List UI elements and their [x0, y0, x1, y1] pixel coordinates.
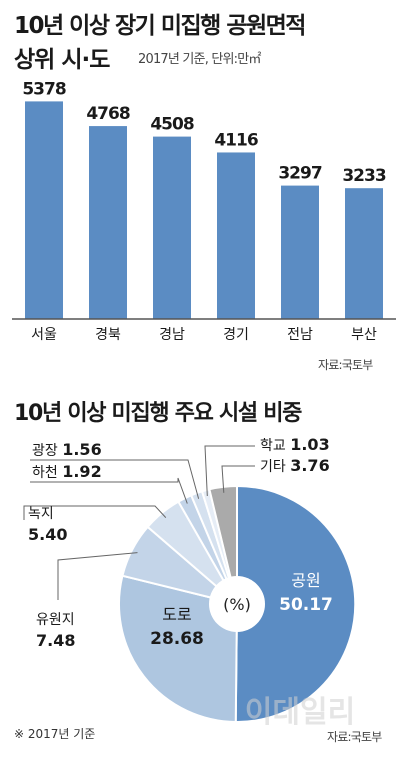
chart-title-line2: 상위 시·도: [14, 47, 110, 73]
category-label: 부산: [351, 327, 377, 343]
bar-서울: [25, 101, 63, 319]
leader-line: [23, 505, 167, 520]
category-label: 서울: [31, 327, 57, 343]
bar-value-label: 3297: [278, 164, 321, 184]
pie-callout-label: 학교 1.03: [260, 435, 330, 454]
chart-title-line1: 10년 이상 장기 미집행 공원면적: [14, 13, 306, 39]
pie-title: 10년 이상 미집행 주요 시설 비중: [14, 401, 302, 426]
pie-callout-label: 녹지: [28, 506, 54, 522]
bar-value-label: 4116: [214, 130, 257, 150]
bar-부산: [345, 188, 383, 319]
pie-slice-name: 도로: [162, 605, 191, 624]
bar-경기: [217, 152, 255, 319]
pie-chart: (%) 공원 50.17 도로 28.68: [118, 484, 357, 724]
watermark: 이데일리: [245, 695, 355, 730]
bar-전남: [281, 185, 319, 319]
bar-value-label: 4768: [86, 104, 129, 124]
category-label: 경북: [95, 327, 121, 343]
pie-slice-value: 28.68: [150, 629, 204, 649]
pie-callout-value: 7.48: [36, 631, 75, 650]
chart-subtitle: 2017년 기준, 단위:만㎡: [138, 52, 261, 67]
bar-source: 자료:국토부: [318, 358, 373, 372]
pie-callouts: 광장 1.56 하천 1.92 녹지 5.40 유원지 7.48 학교 1.03 기타 3.7…: [23, 435, 330, 650]
category-label: 경남: [159, 327, 185, 343]
bar-value-label: 4508: [150, 115, 193, 135]
bar-value-label: 3233: [342, 166, 385, 186]
pie-slice-도로: [118, 574, 239, 724]
pie-callout-label: 기타 3.76: [260, 456, 330, 475]
footnote: ※ 2017년 기준: [14, 727, 96, 741]
pie-slice-공원: [234, 484, 357, 723]
bar-경남: [153, 136, 191, 319]
pie-source: 자료:국토부: [327, 730, 382, 744]
leader-line: [57, 552, 138, 600]
leader-line: [30, 477, 188, 504]
pie-slice-value: 50.17: [279, 595, 333, 615]
pie-center-label: (%): [223, 595, 251, 614]
category-label: 경기: [223, 327, 249, 343]
pie-center-hole: [209, 576, 265, 632]
bar-value-label: 5378: [22, 79, 65, 99]
leader-line: [221, 465, 255, 493]
bar-경북: [89, 126, 127, 320]
pie-slice-name: 공원: [291, 571, 320, 590]
pie-callout-label: 광장 1.56: [32, 440, 102, 459]
pie-callout-label: 유원지: [36, 612, 75, 628]
category-label: 전남: [287, 327, 313, 343]
pie-callout-value: 5.40: [28, 525, 67, 544]
leader-line: [204, 445, 255, 497]
pie-callout-label: 하천 1.92: [32, 462, 102, 481]
leader-line: [30, 459, 200, 499]
bar-chart: 5378 서울 4768 경북 4508 경남 4116 경기 3297 전남 3233 부산: [12, 79, 396, 343]
